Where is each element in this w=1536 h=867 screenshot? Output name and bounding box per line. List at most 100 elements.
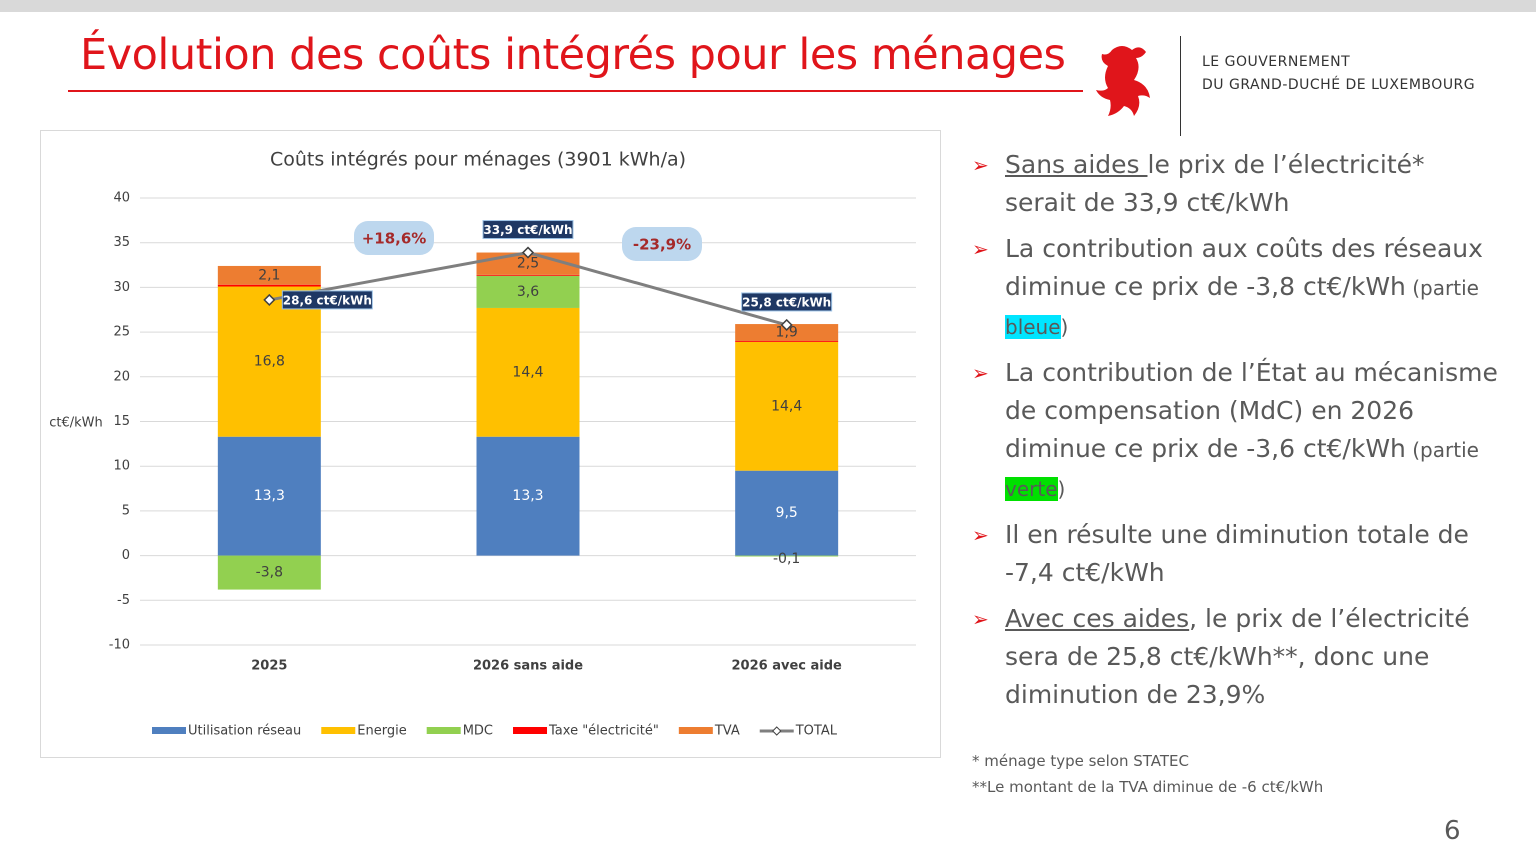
slide-title: Évolution des coûts intégrés pour les mé…	[80, 30, 1066, 80]
x-tick-label: 2026 avec aide	[731, 659, 842, 674]
y-tick-label: 10	[113, 459, 130, 474]
footnote: **Le montant de la TVA diminue de -6 ct€…	[972, 778, 1324, 796]
data-label: 14,4	[512, 364, 543, 380]
bullet-text: )	[1057, 477, 1066, 501]
legend-label: TOTAL	[795, 724, 838, 739]
legend-label: Energie	[357, 724, 406, 739]
legend-swatch	[152, 727, 186, 734]
bullet-list: Sans aides le prix de l’électricité* ser…	[972, 146, 1502, 722]
y-axis-title: ct€/kWh	[49, 416, 103, 431]
bar-segment	[735, 555, 839, 557]
bullet-text: )	[1060, 315, 1069, 339]
logo-text: LE GOUVERNEMENT	[1202, 54, 1351, 70]
legend-label: Taxe "électricité"	[548, 724, 659, 739]
annotation-bubble	[622, 227, 702, 261]
bar-segment	[217, 265, 321, 285]
y-tick-label: -10	[109, 638, 130, 653]
total-label-box	[482, 220, 574, 240]
data-label: -0,1	[773, 551, 800, 567]
x-tick-label: 2025	[251, 659, 287, 674]
bar-segment	[476, 307, 580, 437]
y-tick-label: 25	[113, 325, 130, 340]
y-tick-label: 40	[113, 191, 130, 206]
y-tick-label: 0	[122, 548, 130, 563]
page-number: 6	[1444, 816, 1461, 846]
bullet: La contribution aux coûts des réseaux di…	[972, 230, 1502, 346]
bar-segment	[735, 470, 839, 556]
total-marker	[263, 293, 276, 306]
bullet-text: , le prix de l’électricité sera de 25,8 …	[1005, 604, 1470, 709]
total-label: 25,8 ct€/kWh	[742, 295, 831, 309]
bar-segment	[735, 341, 839, 342]
chart-title: Coûts intégrés pour ménages (3901 kWh/a)	[270, 149, 686, 171]
total-marker	[780, 318, 793, 332]
bullet-text: Avec ces aides	[1005, 604, 1190, 633]
bullet-text: verte	[1005, 477, 1058, 501]
chart: Coûts intégrés pour ménages (3901 kWh/a)…	[40, 130, 941, 758]
data-label: 13,3	[254, 488, 285, 504]
x-tick-label: 2026 sans aide	[473, 659, 583, 674]
data-label: 2,1	[258, 267, 280, 283]
y-tick-label: 35	[113, 235, 130, 250]
total-label-box	[281, 290, 373, 310]
bullet-text: La contribution de l’État au mécanisme d…	[1005, 358, 1498, 463]
data-label: 1,9	[776, 325, 798, 341]
bar-segment	[217, 286, 321, 437]
bar-segment	[217, 284, 321, 287]
annotation: +18,6%	[362, 230, 427, 248]
bar-segment	[476, 275, 580, 308]
bullet: Il en résulte une diminution totale de -…	[972, 516, 1502, 592]
data-label: 9,5	[776, 505, 798, 521]
bar-segment	[217, 555, 321, 590]
y-tick-label: 30	[113, 280, 130, 295]
bullet: Avec ces aides, le prix de l’électricité…	[972, 600, 1502, 714]
bar-segment	[217, 436, 321, 556]
bar-segment	[476, 274, 580, 276]
data-label: -3,8	[256, 565, 283, 581]
bullet-text: (partie	[1405, 438, 1479, 462]
legend-swatch	[426, 727, 461, 734]
bar-segment	[735, 324, 839, 342]
total-label: 33,9 ct€/kWh	[483, 223, 572, 237]
logo-lion	[1096, 46, 1150, 116]
bullet: Sans aides le prix de l’électricité* ser…	[972, 146, 1502, 222]
bullet: La contribution de l’État au mécanisme d…	[972, 354, 1502, 508]
legend-swatch	[772, 726, 782, 736]
logo-text: DU GRAND-DUCHÉ DE LUXEMBOURG	[1202, 77, 1476, 93]
y-tick-label: 5	[122, 503, 130, 518]
y-tick-label: 15	[113, 414, 130, 429]
legend: Utilisation réseau Energie MDC Taxe "électr…	[152, 724, 838, 739]
total-label-box	[741, 292, 833, 312]
data-label: 13,3	[512, 488, 543, 504]
data-label: 2,5	[517, 256, 539, 272]
bullet-text: Il en résulte une diminution totale de -…	[1005, 520, 1469, 587]
bullet-text: Sans aides	[1005, 150, 1148, 179]
logo-separator	[1180, 36, 1181, 136]
bullet-text: La contribution aux coûts des réseaux di…	[1005, 234, 1483, 301]
annotation: -23,9%	[633, 236, 691, 254]
bullet-text: le prix de l’électricité* serait de 33,9…	[1005, 150, 1425, 217]
bar-segment	[735, 341, 839, 471]
legend-swatch	[513, 727, 548, 734]
legend-swatch	[678, 727, 713, 734]
bar-segment	[476, 436, 580, 556]
legend-label: TVA	[714, 724, 740, 739]
y-tick-label: 20	[113, 369, 130, 384]
legend-swatch	[321, 727, 356, 734]
legend-label: Utilisation réseau	[188, 724, 301, 739]
top-bar	[0, 0, 1536, 12]
data-label: 14,4	[771, 398, 802, 414]
bullet-text: (partie	[1405, 276, 1479, 300]
total-label: 28,6 ct€/kWh	[283, 293, 372, 307]
data-label: 16,8	[254, 354, 285, 370]
bullet-text: bleue	[1005, 315, 1061, 339]
title-underline	[68, 90, 1083, 92]
legend-label: MDC	[463, 724, 493, 739]
y-tick-label: -5	[117, 593, 130, 608]
annotation-bubble	[354, 221, 434, 255]
footnote: * ménage type selon STATEC	[972, 752, 1189, 770]
data-label: 3,6	[517, 284, 539, 300]
total-marker	[521, 246, 535, 259]
